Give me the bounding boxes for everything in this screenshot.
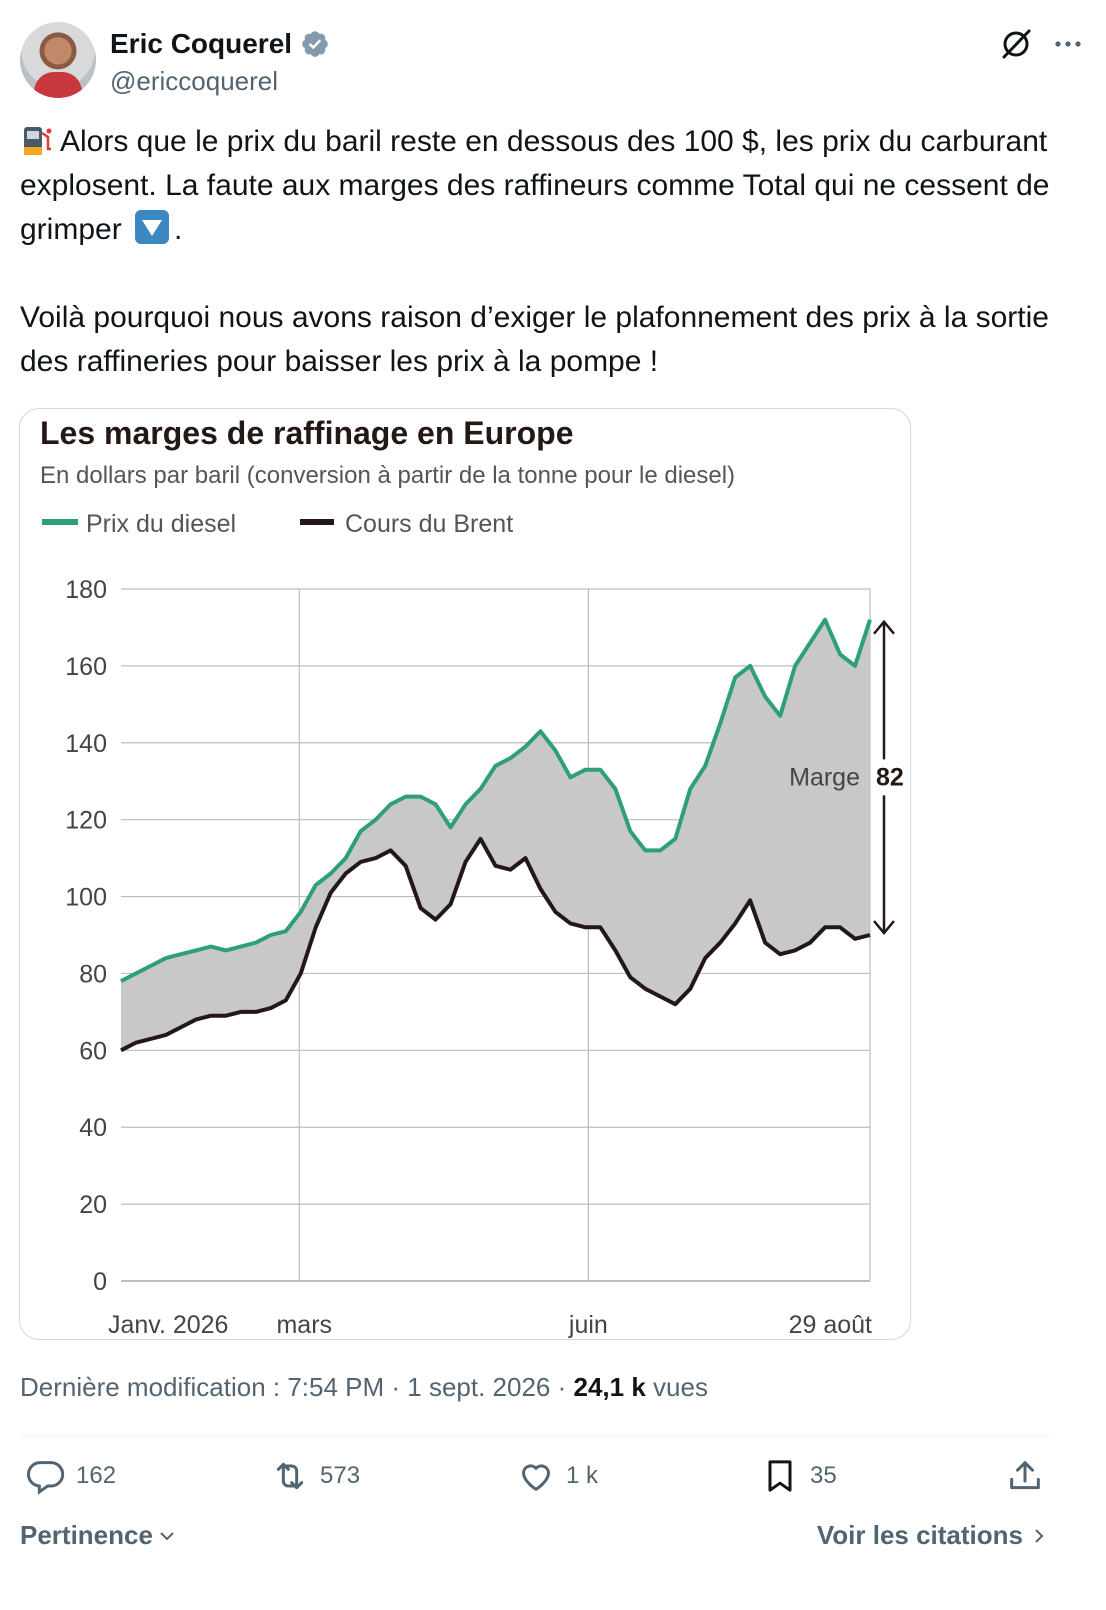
margin-arrow-head-top bbox=[873, 619, 895, 635]
y-tick-label: 20 bbox=[79, 1191, 107, 1219]
x-tick-label: mars bbox=[276, 1311, 332, 1339]
grok-icon[interactable] bbox=[998, 26, 1034, 62]
legend-label-diesel: Prix du diesel bbox=[86, 510, 236, 538]
share-icon bbox=[1010, 1461, 1040, 1490]
y-tick-label: 100 bbox=[65, 884, 107, 912]
margin-annotation-value: 82 bbox=[876, 763, 904, 791]
margin-arrow-head-bottom bbox=[873, 920, 895, 935]
like-count: 1 k bbox=[566, 1462, 599, 1489]
sort-dropdown[interactable]: Pertinence bbox=[20, 1520, 177, 1551]
view-quotes-label: Voir les citations bbox=[816, 1520, 1023, 1550]
reply-button[interactable]: 162 bbox=[26, 1456, 116, 1496]
view-count: 24,1 k bbox=[573, 1372, 646, 1402]
y-tick-label: 40 bbox=[79, 1114, 107, 1142]
y-tick-label: 140 bbox=[65, 730, 107, 758]
chart-title: Les marges de raffinage en Europe bbox=[40, 415, 574, 451]
y-tick-label: 180 bbox=[65, 576, 107, 604]
legend-swatch-diesel bbox=[42, 519, 78, 525]
tweet-text: Alors que le prix du baril reste en dess… bbox=[20, 120, 1070, 384]
y-tick-label: 60 bbox=[79, 1037, 107, 1065]
verified-badge-icon bbox=[302, 31, 328, 57]
y-tick-label: 120 bbox=[65, 807, 107, 835]
author-name-row[interactable]: Eric Coquerel bbox=[110, 28, 330, 60]
chart-card[interactable]: Les marges de raffinage en Europe En doll… bbox=[19, 408, 911, 1340]
repost-icon bbox=[276, 1462, 304, 1490]
heart-icon bbox=[522, 1464, 550, 1491]
more-icon[interactable] bbox=[1050, 26, 1086, 62]
margin-area bbox=[121, 619, 870, 1051]
chevron-right-icon bbox=[1035, 1528, 1044, 1543]
legend-swatch-brent bbox=[300, 519, 334, 525]
divider bbox=[20, 1435, 1051, 1436]
y-tick-label: 0 bbox=[93, 1268, 107, 1296]
chart-subtitle: En dollars par baril (conversion à parti… bbox=[40, 462, 735, 489]
chevron-down-icon bbox=[160, 1531, 174, 1540]
y-tick-label: 80 bbox=[79, 960, 107, 988]
fuel-pump-emoji bbox=[24, 127, 52, 155]
x-tick-label: juin bbox=[568, 1311, 608, 1339]
like-button[interactable]: 1 k bbox=[516, 1456, 598, 1496]
repost-count: 573 bbox=[320, 1462, 361, 1489]
view-quotes-link[interactable]: Voir les citations bbox=[817, 1520, 1049, 1551]
bookmark-count: 35 bbox=[810, 1462, 837, 1489]
series-line-diesel bbox=[120, 617, 872, 983]
tweet-header: Eric Coquerel @ericcoquerel bbox=[20, 22, 1086, 102]
action-bar: 162 573 1 k 35 bbox=[20, 1456, 1051, 1506]
tweet-paragraph-2: Voilà pourquoi nous avons raison d’exige… bbox=[20, 301, 1058, 378]
margin-label-bg bbox=[878, 759, 910, 796]
x-tick-label: Janv. 2026 bbox=[108, 1311, 228, 1339]
bookmark-button[interactable]: 35 bbox=[760, 1456, 837, 1496]
tweet-meta: Dernière modification : 7:54 PM · 1 sept… bbox=[20, 1372, 708, 1403]
refining-margins-chart: Les marges de raffinage en Europe En doll… bbox=[40, 415, 910, 1339]
tweet-line1-end: . bbox=[174, 213, 183, 246]
margin-annotation-label: Marge bbox=[789, 763, 860, 791]
x-tick-label: 29 août bbox=[789, 1311, 872, 1339]
series-line-brent bbox=[120, 836, 871, 1053]
meta-date: Dernière modification : 7:54 PM · 1 sept… bbox=[20, 1372, 574, 1402]
legend-label-brent: Cours du Brent bbox=[345, 510, 513, 538]
views-label: vues bbox=[645, 1372, 708, 1402]
avatar[interactable] bbox=[20, 22, 96, 98]
reply-icon bbox=[26, 1461, 65, 1495]
author-name[interactable]: Eric Coquerel bbox=[110, 28, 293, 59]
repost-button[interactable]: 573 bbox=[270, 1456, 360, 1496]
down-arrow-emoji bbox=[135, 210, 170, 244]
sort-label: Pertinence bbox=[20, 1520, 153, 1550]
reply-count: 162 bbox=[76, 1462, 117, 1489]
author-handle[interactable]: @ericcoquerel bbox=[110, 66, 279, 96]
share-button[interactable] bbox=[1005, 1456, 1045, 1496]
y-tick-label: 160 bbox=[65, 653, 107, 681]
tweet-line1: Alors que le prix du baril reste en dess… bbox=[20, 125, 1058, 246]
bookmark-icon bbox=[768, 1460, 792, 1492]
